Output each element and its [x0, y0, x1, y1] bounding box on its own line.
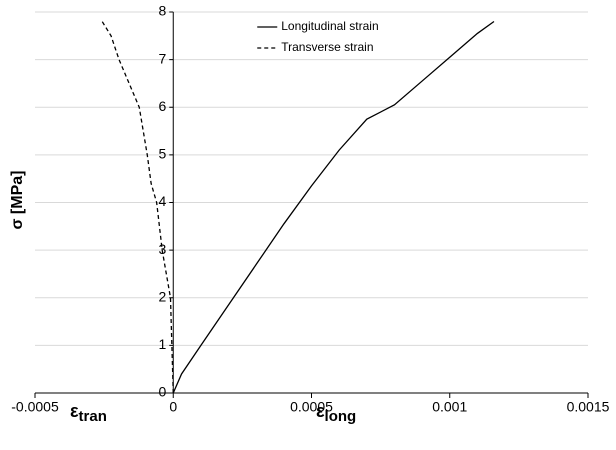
x-tick-label: -0.0005 — [11, 399, 59, 415]
y-tick-label: 2 — [158, 288, 166, 304]
y-tick-label: 8 — [158, 3, 166, 19]
x-tick-label: 0.0015 — [567, 399, 610, 415]
x-tick-label: 0.001 — [432, 399, 467, 415]
legend-label: Longitudinal strain — [281, 19, 378, 33]
x-tick-label: 0.0005 — [290, 399, 333, 415]
series-line — [101, 21, 174, 394]
subscript: long — [325, 408, 357, 425]
y-tick-label: 1 — [158, 336, 166, 352]
symbol: ε — [70, 401, 79, 421]
y-tick-label: 7 — [158, 50, 166, 66]
y-tick-label: 4 — [158, 193, 166, 209]
x-axis-label: εtran — [70, 401, 107, 425]
legend-label: Transverse strain — [281, 40, 373, 54]
y-tick-label: 3 — [158, 241, 166, 257]
subscript: tran — [79, 408, 107, 425]
series-line — [172, 20, 495, 394]
x-tick-label: 0 — [169, 399, 177, 415]
y-tick-label: 0 — [158, 384, 166, 400]
y-tick-label: 5 — [158, 146, 166, 162]
y-tick-label: 6 — [158, 98, 166, 114]
x-axis-label: εlong — [316, 401, 356, 425]
symbol: ε — [316, 401, 325, 421]
y-axis-label: σ [MPa] — [9, 171, 26, 230]
